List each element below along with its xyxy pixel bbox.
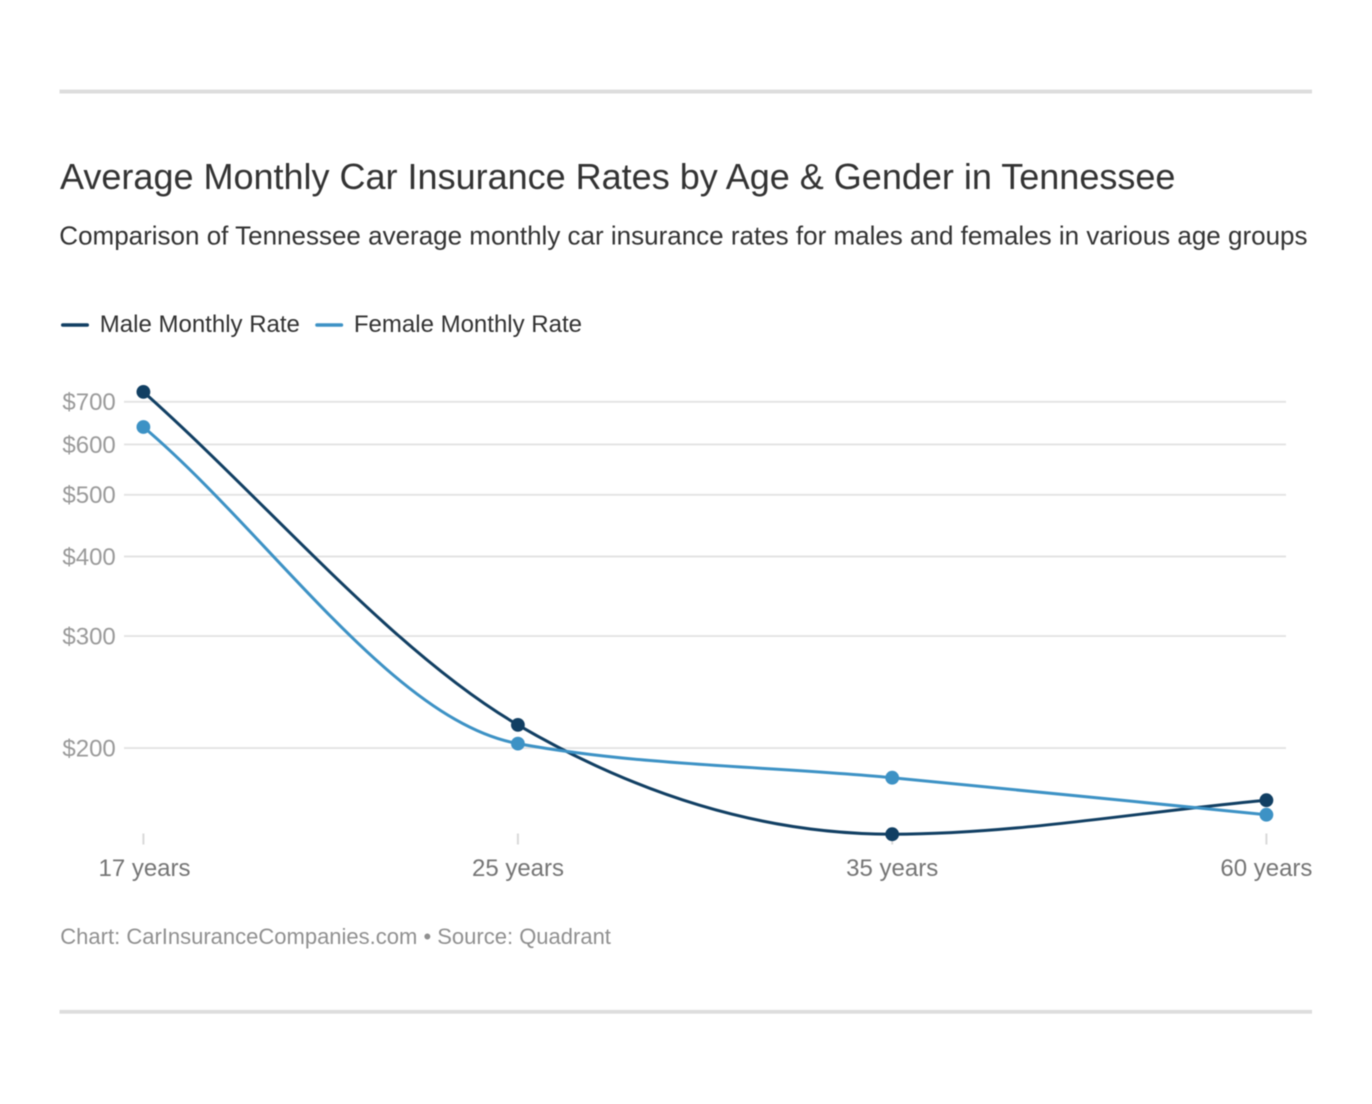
svg-text:35 years: 35 years [846,855,938,882]
svg-text:Chart: CarInsuranceCompanies.c: Chart: CarInsuranceCompanies.com • Sourc… [60,924,611,949]
svg-text:$300: $300 [62,624,115,651]
svg-text:17 years: 17 years [98,855,190,882]
svg-text:Comparison of Tennessee averag: Comparison of Tennessee average monthly … [59,220,1307,250]
svg-text:Male Monthly Rate: Male Monthly Rate [100,311,300,338]
svg-text:60 years: 60 years [1220,855,1312,882]
svg-text:$500: $500 [62,482,115,509]
svg-text:$400: $400 [62,544,115,571]
svg-text:$600: $600 [62,432,115,459]
svg-text:Female Monthly Rate: Female Monthly Rate [354,311,582,338]
svg-text:$200: $200 [62,736,115,763]
svg-text:$700: $700 [62,389,115,416]
svg-text:25 years: 25 years [472,855,564,882]
svg-text:Average Monthly Car Insurance: Average Monthly Car Insurance Rates by A… [60,156,1175,197]
